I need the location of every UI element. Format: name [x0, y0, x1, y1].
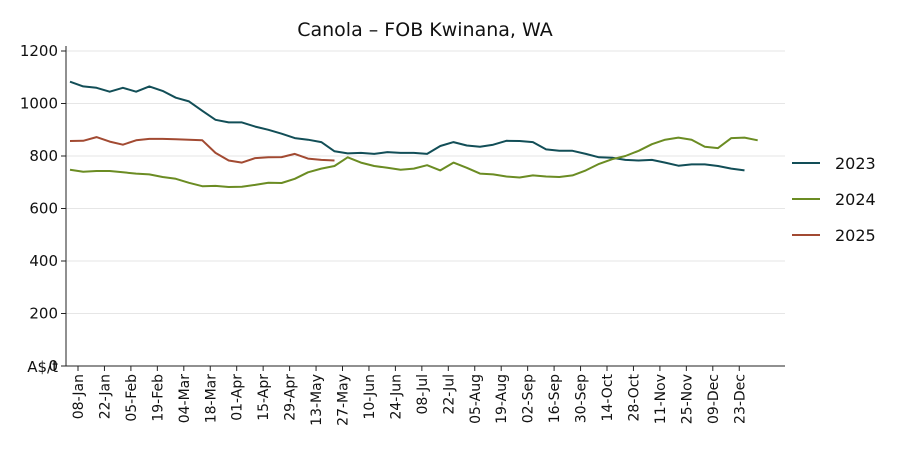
x-tick-label: 13-May	[309, 374, 325, 426]
gridlines	[66, 50, 785, 314]
legend: 2023 2024 2025	[792, 154, 876, 245]
x-tick-label: 30-Sep	[574, 374, 590, 423]
legend-label-2025: 2025	[835, 226, 876, 245]
legend-label-2024: 2024	[835, 190, 876, 209]
x-tick-label: 08-Jul	[415, 374, 431, 415]
series-lines	[69, 80, 758, 188]
y-axis-label: A$/t	[27, 358, 58, 376]
x-tick-label: 25-Nov	[679, 374, 695, 424]
x-tick-label: 15-Apr	[256, 374, 272, 421]
legend-label-2023: 2023	[835, 154, 876, 173]
y-tick-label: 1000	[20, 95, 58, 113]
x-tick-label: 05-Feb	[124, 374, 140, 422]
chart-title: Canola – FOB Kwinana, WA	[297, 19, 553, 41]
series-line-2023	[69, 80, 745, 172]
x-tick-label: 22-Jul	[441, 374, 457, 415]
x-tick-label: 24-Jun	[388, 374, 404, 420]
y-tick-label: 800	[29, 147, 58, 165]
x-tick-label: 22-Jan	[97, 374, 113, 419]
x-tick-label: 08-Jan	[71, 374, 87, 419]
x-tick-label: 18-Mar	[203, 374, 219, 424]
x-tick-label: 29-Apr	[283, 374, 299, 421]
x-tick-label: 05-Aug	[468, 374, 484, 424]
x-tick-label: 01-Apr	[230, 374, 246, 421]
series-line-2024	[69, 136, 758, 188]
x-tick-label: 16-Sep	[547, 374, 563, 423]
axes: 0 200 400 600 800 1000 1200 A$/t 08-Jan 22-Jan 05-…	[20, 42, 785, 426]
x-tick-label: 10-Jun	[362, 374, 378, 420]
series-line-2025	[69, 136, 335, 164]
x-tick-label: 28-Oct	[626, 373, 642, 421]
y-tick-label: 400	[29, 252, 58, 270]
x-tick-label: 02-Sep	[521, 374, 537, 423]
x-tick-label: 27-May	[336, 374, 352, 426]
y-tick-label: 200	[29, 305, 58, 323]
x-tick-label: 11-Nov	[653, 374, 669, 424]
x-tick-label: 04-Mar	[177, 374, 193, 424]
x-tick-label: 19-Aug	[494, 374, 510, 424]
y-tick-label: 600	[29, 200, 58, 218]
x-tick-label: 19-Feb	[150, 374, 166, 422]
x-tick-label: 23-Dec	[732, 374, 748, 424]
x-tick-label: 14-Oct	[600, 373, 616, 421]
x-tick-label: 09-Dec	[706, 374, 722, 424]
y-tick-label: 0	[48, 357, 58, 375]
y-tick-label: 1200	[20, 42, 58, 60]
